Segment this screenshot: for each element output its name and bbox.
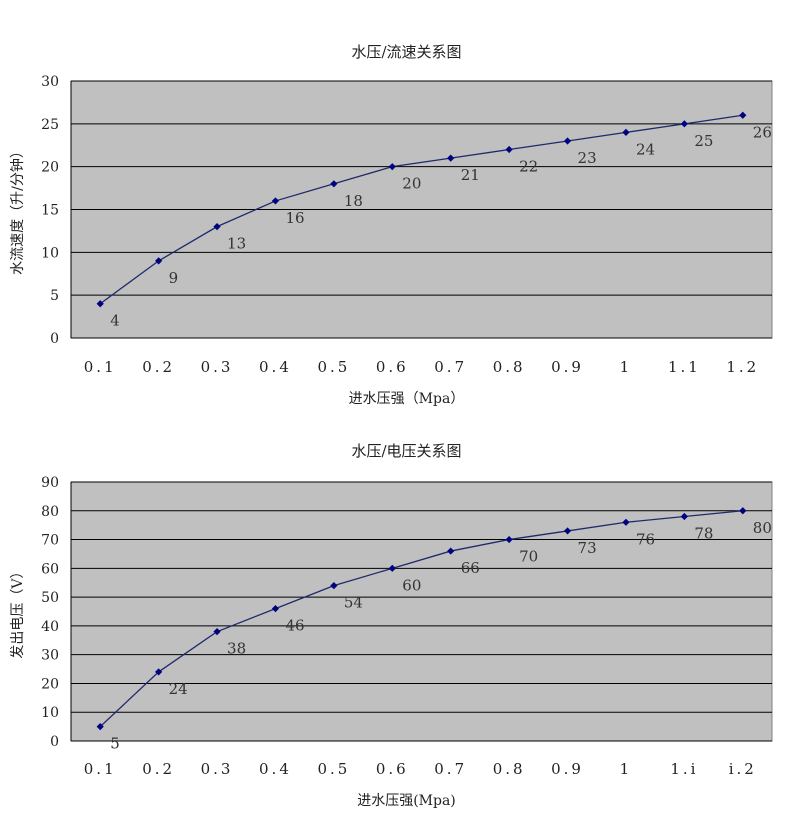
voltage-data-label: 73 [578,539,597,557]
flow-chart: 0 5 10 15 20 25 30 0.1 0.2 0.3 0.4 0.5 0.6 0.7 0.8 0.9 1… [0,0,808,410]
voltage-x-tick-label: 0.8 [493,760,526,778]
voltage-data-point [739,507,747,515]
voltage-y-tick-label: 20 [41,676,59,692]
flow-data-point [388,163,396,171]
voltage-series-line [99,510,743,728]
flow-y-tick-label: 20 [41,160,59,176]
flow-series-line [99,114,743,305]
flow-data-point [563,137,572,145]
flow-y-tick-label: 30 [41,74,59,90]
flow-chart-title: 水压/流速关系图 [351,43,461,61]
voltage-x-axis-title: 进水压强(Mpa) [357,793,456,809]
flow-data-label: 20 [402,175,421,193]
voltage-data-label: 60 [402,576,421,594]
flow-data-label: 25 [694,132,713,150]
flow-x-tick-label: 0.4 [259,358,292,376]
flow-x-tick-label: 1.1 [668,358,701,376]
voltage-data-label: 70 [519,548,538,566]
flow-data-point [447,154,455,162]
voltage-x-tick-label: 1 [620,760,633,778]
voltage-data-label: 76 [636,530,655,548]
voltage-x-tick-label: 0.2 [142,760,175,778]
flow-data-point [739,111,747,119]
flow-x-tick-label: 0.1 [84,358,117,376]
voltage-data-point [96,723,104,731]
flow-y-tick-label: 5 [50,288,59,304]
voltage-data-label: 66 [461,559,480,577]
voltage-x-tick-label: 0.4 [259,760,292,778]
flow-data-label: 26 [753,123,772,141]
flow-data-label: 18 [344,192,363,210]
flow-x-tick-label: 0.5 [317,358,350,376]
flow-x-tick-label: 0.9 [551,358,584,376]
voltage-data-label: 80 [753,519,772,537]
voltage-x-tick-label: 0.1 [84,760,117,778]
voltage-data-label: 38 [227,640,246,658]
flow-y-tick-label: 25 [41,117,59,133]
flow-data-label: 13 [227,235,246,253]
voltage-x-tick-label: 0.3 [201,760,234,778]
flow-y-tick-label: 15 [41,203,59,219]
flow-data-point [622,128,630,136]
voltage-data-point [622,518,630,526]
flow-data-label: 24 [636,140,655,158]
voltage-x-tick-label: i.2 [729,760,757,778]
voltage-x-tick-label: 0.9 [551,760,584,778]
voltage-data-point [155,668,163,676]
flow-x-tick-label: 0.2 [142,358,175,376]
voltage-x-tick-label: 0.7 [434,760,467,778]
voltage-data-label: 54 [344,594,363,612]
voltage-data-point [505,535,513,544]
flow-x-tick-label: 0.8 [493,358,526,376]
voltage-data-label: 24 [169,680,188,698]
voltage-y-tick-label: 40 [41,619,59,635]
flow-x-tick-label: 0.7 [434,358,467,376]
flow-data-label: 16 [285,209,304,227]
flow-x-axis-title: 进水压强（Mpa） [349,391,465,407]
voltage-y-tick-label: 70 [41,533,59,549]
flow-y-tick-label: 10 [41,245,59,261]
voltage-y-tick-label: 10 [41,705,59,721]
flow-data-point [330,180,338,188]
flow-data-label: 21 [461,166,480,184]
voltage-y-tick-label: 0 [50,734,59,750]
flow-data-point [96,300,104,308]
flow-x-tick-label: 0.6 [376,358,409,376]
flow-data-label: 4 [110,312,120,330]
voltage-y-tick-label: 80 [41,504,59,520]
voltage-data-label: 78 [694,525,713,543]
voltage-chart-svg: 0 10 20 30 40 50 60 70 80 90 0.1 0.2 0.3 0.4 0.5 0.6 0.7… [10,442,773,809]
voltage-chart-title: 水压/电压关系图 [351,442,461,460]
flow-x-tick-label: 1 [620,358,633,376]
voltage-plot-area [70,481,773,742]
flow-data-point [155,257,163,265]
voltage-data-label: 46 [285,617,304,635]
voltage-y-tick-label: 60 [41,561,59,577]
flow-data-point [213,223,221,231]
flow-y-tick-label: 0 [50,331,59,347]
voltage-data-label: 5 [110,735,120,753]
voltage-x-tick-label: 0.5 [317,760,350,778]
voltage-y-axis-title: 发出电压（V） [10,564,26,658]
flow-data-label: 9 [169,269,179,287]
flow-chart-svg: 0 5 10 15 20 25 30 0.1 0.2 0.3 0.4 0.5 0.6 0.7 0.8 0.9 1… [9,43,773,407]
flow-x-tick-label: 0.3 [201,358,234,376]
flow-y-axis-title: 水流速度（升/分钟） [9,144,26,275]
voltage-chart: 0 10 20 30 40 50 60 70 80 90 0.1 0.2 0.3 0.4 0.5 0.6 0.7… [0,410,808,820]
flow-data-point [271,197,280,205]
voltage-y-tick-label: 90 [41,475,59,491]
flow-x-tick-label: 1.2 [726,358,759,376]
voltage-y-tick-label: 50 [41,590,59,606]
voltage-y-tick-label: 30 [41,648,59,664]
voltage-x-tick-label: 1.i [670,760,698,778]
voltage-x-tick-label: 0.6 [376,760,409,778]
flow-data-point [680,120,688,128]
flow-data-label: 22 [519,158,538,176]
voltage-data-point [680,512,688,521]
flow-data-point [505,145,513,154]
flow-data-label: 23 [578,149,597,167]
